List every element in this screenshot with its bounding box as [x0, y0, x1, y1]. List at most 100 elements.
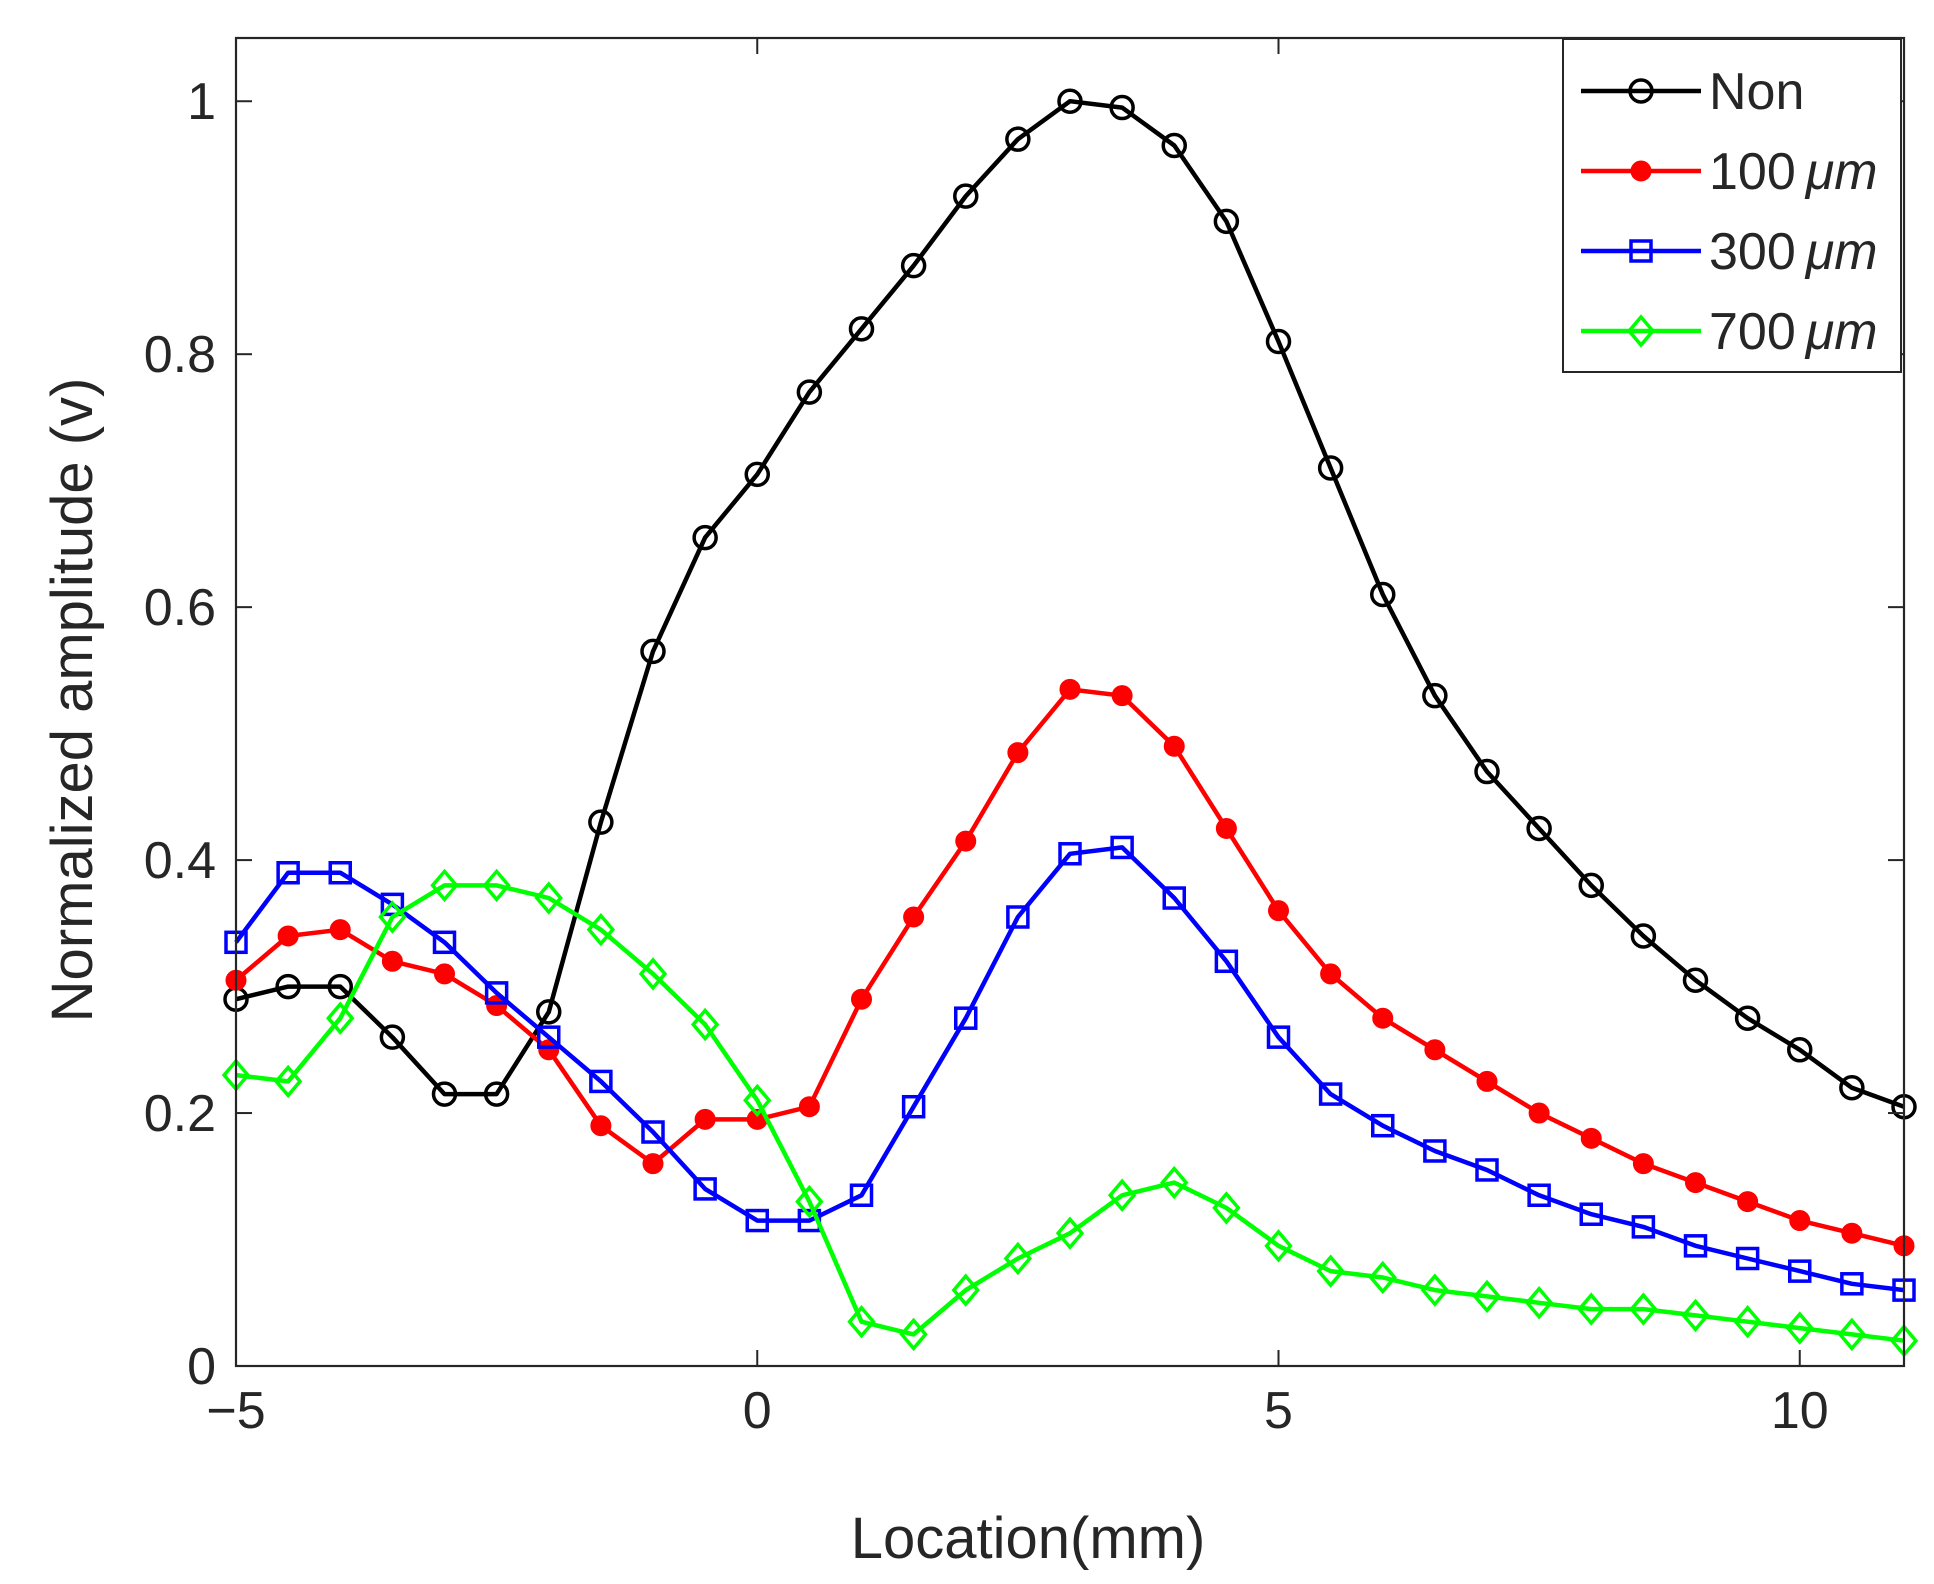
series-100-point [277, 925, 299, 947]
series-100-point [798, 1096, 820, 1118]
series-non-point [1265, 328, 1292, 355]
series-100-point [1580, 1127, 1602, 1149]
series-non-point [1630, 923, 1657, 949]
legend-100-name: 100 [1709, 143, 1796, 201]
series-700-point [899, 1317, 928, 1352]
legend-700-name: 700 [1709, 303, 1796, 361]
series-non-point [1317, 455, 1344, 481]
series-non-point [1682, 967, 1709, 993]
series-300-point [1840, 1272, 1864, 1296]
series-100-point [851, 988, 872, 1010]
series-700-point [326, 1001, 355, 1035]
series-700-point [1733, 1305, 1762, 1339]
series-700-point [1107, 1178, 1137, 1212]
series-300-point [432, 930, 457, 955]
series-100-point [1737, 1191, 1759, 1213]
series-700-point [1472, 1279, 1502, 1314]
series-100-point [1268, 900, 1289, 922]
series-non-point [900, 252, 927, 279]
series-300-point [1527, 1183, 1551, 1208]
series-non-point [483, 1081, 510, 1107]
series-100-point [1215, 817, 1237, 839]
series-100-point [955, 830, 977, 852]
series-non-point [1474, 758, 1500, 785]
series-700-point [1316, 1254, 1345, 1288]
legend-100: 100 μm [1581, 143, 1878, 201]
series-300-point [1475, 1158, 1499, 1182]
series-300-point [1006, 905, 1030, 929]
series-300-point [1162, 886, 1186, 910]
x-tick-label: 0 [743, 1382, 772, 1440]
series-700-point [482, 868, 511, 903]
series-100-point [1163, 735, 1185, 757]
series-300-point [849, 1183, 874, 1208]
series-300-point [1631, 1215, 1656, 1239]
series-100-point [1789, 1210, 1811, 1232]
series-100-point [329, 919, 351, 941]
series-non-point [1213, 208, 1240, 235]
series-non-point [379, 1024, 406, 1050]
legend-700-label: 700 μm [1709, 303, 1878, 361]
series-100-point [1476, 1070, 1498, 1092]
y-tick-label: 0.8 [144, 326, 216, 384]
series-100-point [642, 1153, 664, 1175]
series-100-point [1424, 1039, 1446, 1061]
y-tick-label: 1 [187, 73, 216, 131]
series-100-point [1632, 1153, 1654, 1175]
y-tick-label: 0.6 [144, 579, 216, 637]
series-non-point [744, 461, 770, 488]
series-300-point [484, 981, 509, 1005]
series-100-point [903, 906, 925, 928]
series-300 [224, 835, 1916, 1302]
legend-300: 300 μm [1581, 223, 1878, 281]
series-non-point [692, 524, 718, 551]
y-tick-label: 0.2 [144, 1085, 216, 1143]
series-700-point [1264, 1229, 1293, 1263]
legend-700-point [1626, 314, 1656, 348]
series-non-point [1734, 1005, 1761, 1031]
y-axis-title: Normalized amplitude (v) [40, 378, 105, 1023]
legend-100-unit: μm [1804, 143, 1878, 201]
x-axis-title: Location(mm) [851, 1506, 1206, 1571]
series-700-point [273, 1064, 303, 1099]
series-100-point [1841, 1222, 1863, 1244]
series-100-point [1111, 685, 1133, 707]
series-700-point [795, 1184, 824, 1219]
legend-300-unit: μm [1804, 223, 1878, 281]
series-100-point [1007, 742, 1029, 764]
series-300-point [1423, 1139, 1447, 1163]
series-non-line [235, 98, 1905, 1109]
series-700-point [1629, 1292, 1658, 1326]
series-300-line [234, 845, 1905, 1293]
series-non-point [1578, 872, 1604, 899]
series-300-point [693, 1177, 717, 1201]
series-700-line [235, 883, 1905, 1343]
series-300-point [1735, 1246, 1760, 1271]
series-700-point [1577, 1292, 1606, 1326]
series-700-point [378, 900, 407, 934]
legend-non-point [1628, 78, 1654, 104]
series-300-point [1371, 1113, 1395, 1138]
series-700-point [638, 957, 668, 991]
series-non-point [1526, 815, 1552, 842]
series-700-point [1785, 1311, 1814, 1345]
series-300-point [1579, 1202, 1603, 1226]
series-700-point [1212, 1191, 1241, 1225]
legend-700-unit: μm [1804, 303, 1878, 361]
series-300-point [589, 1069, 613, 1094]
series-700-point [1003, 1241, 1033, 1276]
series-100-point [381, 950, 403, 972]
x-tick-label: 5 [1264, 1382, 1293, 1440]
series-300-point [1266, 1025, 1291, 1049]
series-700 [221, 868, 1919, 1358]
series-700-point [847, 1305, 876, 1339]
legend-300-point [1629, 239, 1653, 263]
legend-700: 700 μm [1581, 303, 1878, 361]
series-100-point [1320, 963, 1342, 985]
x-tick-label: −5 [206, 1382, 265, 1440]
series-non-point [275, 973, 301, 1000]
series-layer [221, 88, 1919, 1358]
y-tick-label: 0.4 [144, 832, 216, 890]
